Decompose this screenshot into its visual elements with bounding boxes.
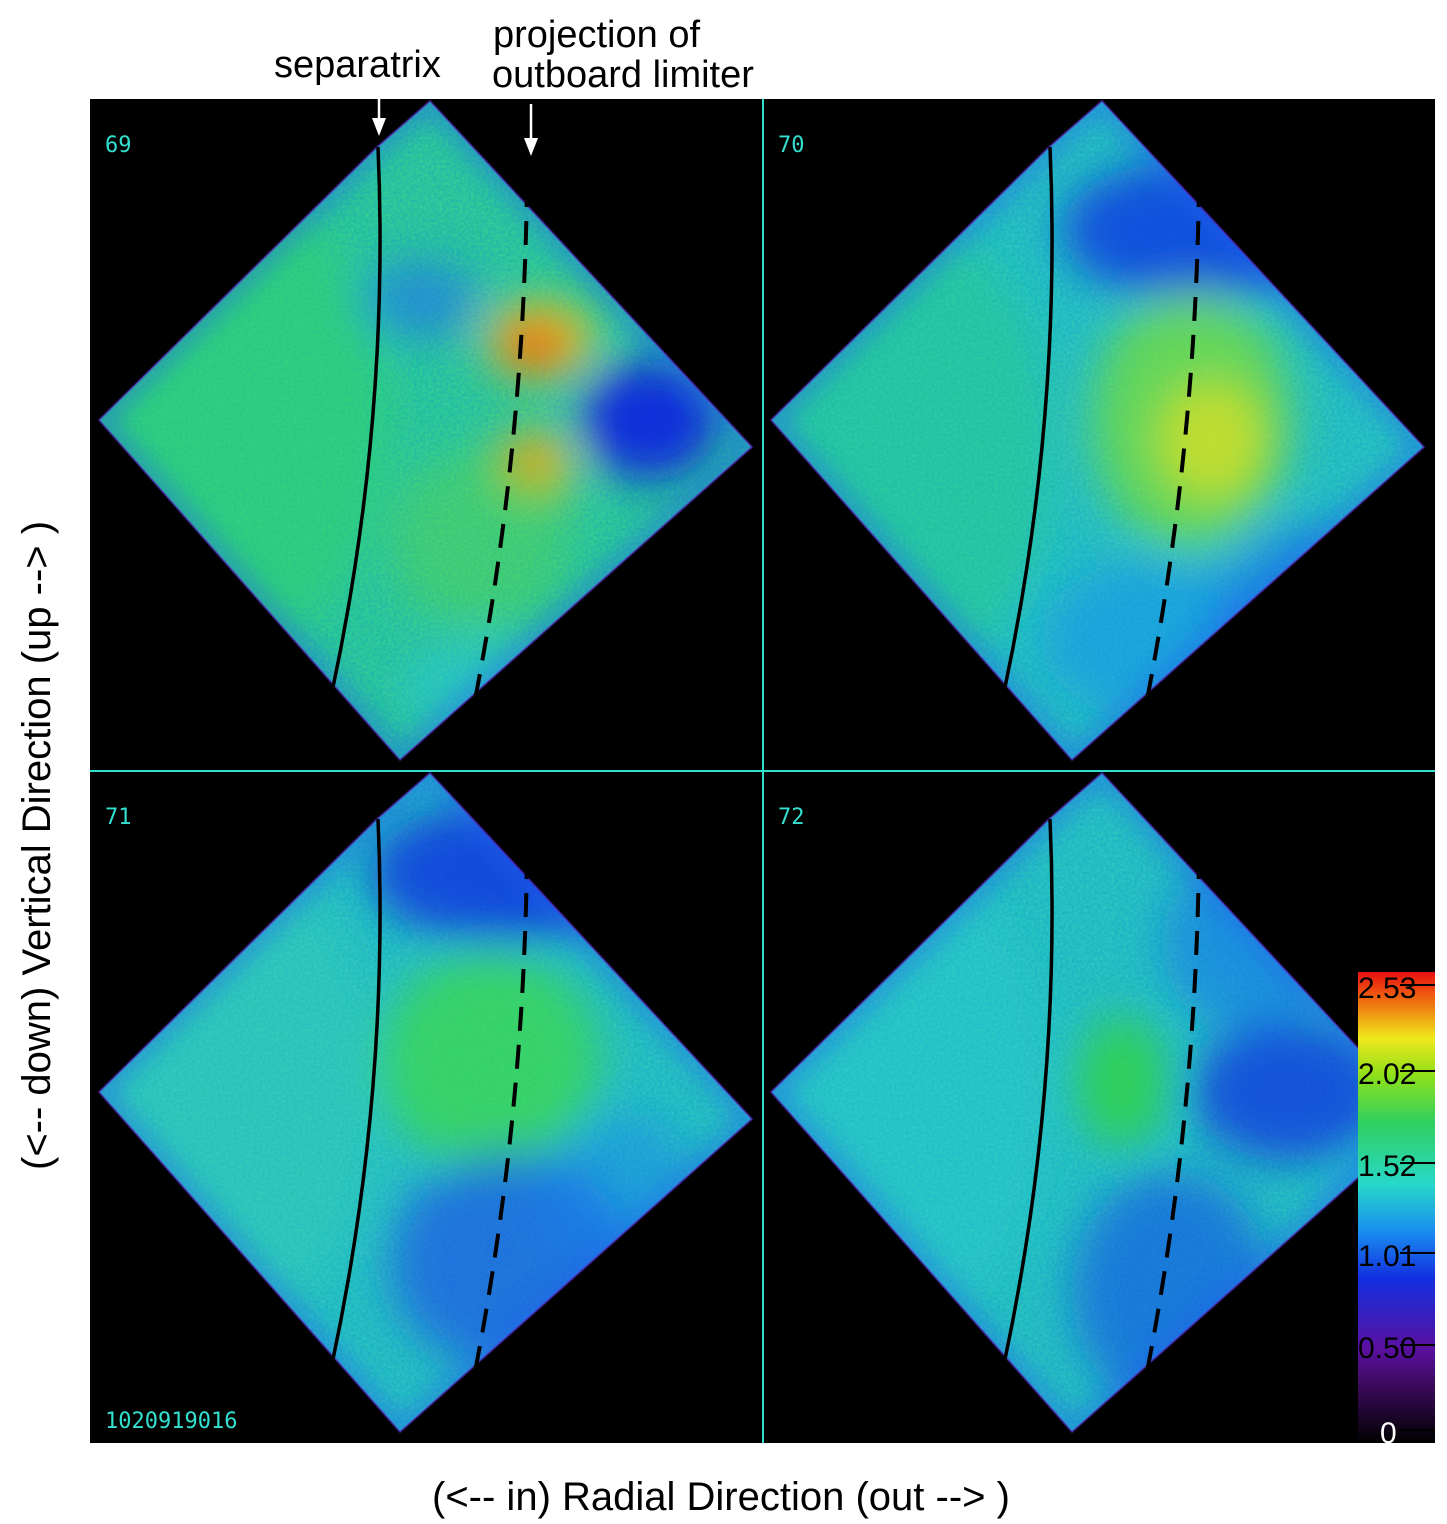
limiter-label-line2: outboard limiter [492,54,754,96]
separatrix-arrow [372,85,386,136]
colorbar: 2.53 2.02 1.52 1.01 0.50 0 [1358,972,1435,1450]
y-axis-label: (<-- down) Vertical Direction (up --> ) [15,521,59,1170]
shot-number: 1020919016 [105,1409,237,1434]
separatrix-line [330,146,382,693]
limiter-label-line1: projection of [493,14,700,56]
colorbar-tick-label: 2.53 [1358,972,1416,1005]
separatrix-line [1002,818,1054,1365]
frame-label-70: 70 [778,133,805,158]
colorbar-tick-label: 2.02 [1358,1058,1416,1091]
colorbar-tick-label: 0 [1380,1417,1397,1450]
x-axis-label: (<-- in) Radial Direction (out --> ) [432,1475,1010,1519]
frame-label-69: 69 [105,133,132,158]
frame-label-72: 72 [778,805,805,830]
separatrix-label: separatrix [274,44,441,86]
frame-label-71: 71 [105,805,132,830]
colorbar-tick-label: 1.01 [1358,1240,1416,1273]
limiter-arrow [524,104,538,156]
colorbar-tick-label: 0.50 [1358,1332,1416,1365]
colorbar-gradient [1358,972,1435,1443]
separatrix-line [1002,146,1054,693]
separatrix-line [330,818,382,1365]
colorbar-tick-label: 1.52 [1358,1150,1416,1183]
